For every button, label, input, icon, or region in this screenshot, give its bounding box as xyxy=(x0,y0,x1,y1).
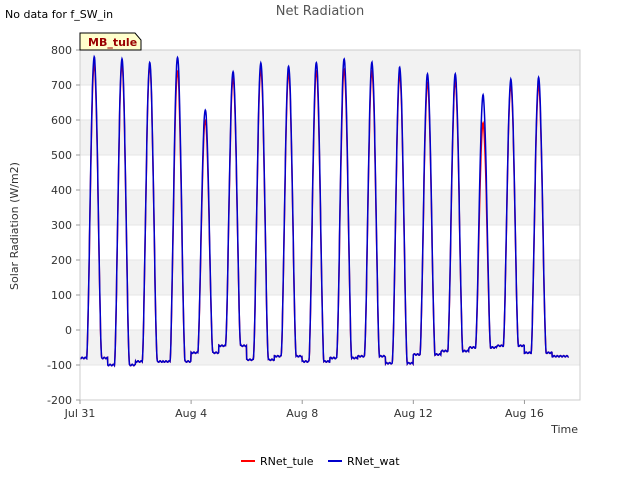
y-tick-label: 800 xyxy=(51,44,72,57)
plot-band xyxy=(80,50,580,85)
chart-title: Net Radiation xyxy=(276,4,364,19)
y-tick-label: 700 xyxy=(51,79,72,92)
legend-label-rnet-tule: RNet_tule xyxy=(260,455,314,468)
y-tick-label: 500 xyxy=(51,149,72,162)
y-tick-label: 200 xyxy=(51,254,72,267)
y-tick-label: 300 xyxy=(51,219,72,232)
y-tick-label: 400 xyxy=(51,184,72,197)
y-tick-label: -100 xyxy=(47,359,72,372)
x-tick-label: Aug 8 xyxy=(286,407,318,420)
legend: RNet_tule RNet_wat xyxy=(241,455,400,468)
y-tick-label: 100 xyxy=(51,289,72,302)
series-line-rnet-wat xyxy=(79,54,569,368)
x-axis-label: Time xyxy=(550,423,578,436)
site-label-background xyxy=(79,32,142,51)
x-tick-label: Jul 31 xyxy=(64,407,96,420)
y-tick-label: 0 xyxy=(65,324,72,337)
plot-band xyxy=(80,190,580,225)
y-axis-label: Solar Radiation (W/m2) xyxy=(8,162,21,290)
site-label-box: MB_tule xyxy=(79,32,142,51)
y-axis-ticks: -200 -100 0 100 200 300 400 500 600 700 800 xyxy=(47,44,80,407)
site-label: MB_tule xyxy=(88,36,137,49)
x-axis-ticks: Jul 31 Aug 4 Aug 8 Aug 12 Aug 16 xyxy=(64,400,544,420)
plot-band xyxy=(80,120,580,155)
y-tick-label: 600 xyxy=(51,114,72,127)
x-tick-label: Aug 4 xyxy=(175,407,207,420)
series-layer xyxy=(79,54,569,368)
plot-band xyxy=(80,260,580,295)
x-tick-label: Aug 16 xyxy=(505,407,544,420)
corner-note: No data for f_SW_in xyxy=(5,8,113,21)
plot-bands xyxy=(80,50,580,365)
legend-label-rnet-wat: RNet_wat xyxy=(347,455,400,468)
y-tick-label: -200 xyxy=(47,394,72,407)
x-tick-label: Aug 12 xyxy=(394,407,433,420)
